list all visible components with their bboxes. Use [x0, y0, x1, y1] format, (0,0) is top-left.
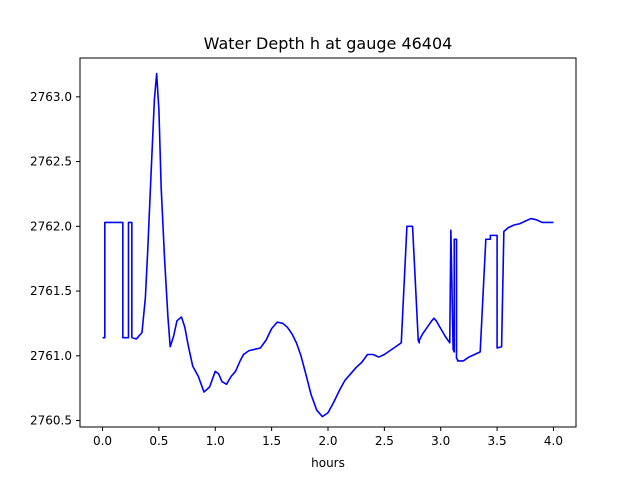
y-tick-label: 2762.5	[30, 155, 72, 169]
y-tick-label: 2761.5	[30, 284, 72, 298]
x-tick-label: 1.5	[262, 434, 281, 448]
water-depth-series-line	[102, 72, 554, 418]
x-axis-label: hours	[311, 456, 345, 470]
y-tick-label: 2763.0	[30, 90, 72, 104]
chart-title: Water Depth h at gauge 46404	[204, 34, 453, 53]
x-tick-label: 0.5	[149, 434, 168, 448]
y-tick-label: 2762.0	[30, 219, 72, 233]
y-axis: 2760.5 2761.0 2761.5 2762.0 2762.5 2763.0	[30, 90, 80, 428]
series-layer	[102, 72, 554, 418]
x-tick-label: 2.5	[375, 434, 394, 448]
x-tick-label: 0.0	[93, 434, 112, 448]
y-tick-label: 2760.5	[30, 414, 72, 428]
x-axis: 0.0 0.5 1.0 1.5 2.0 2.5 3.0 3.5 4.0	[93, 427, 563, 448]
x-tick-label: 2.0	[318, 434, 337, 448]
y-tick-label: 2761.0	[30, 349, 72, 363]
x-tick-label: 3.5	[488, 434, 507, 448]
x-tick-label: 4.0	[544, 434, 563, 448]
x-tick-label: 3.0	[431, 434, 450, 448]
x-tick-label: 1.0	[206, 434, 225, 448]
